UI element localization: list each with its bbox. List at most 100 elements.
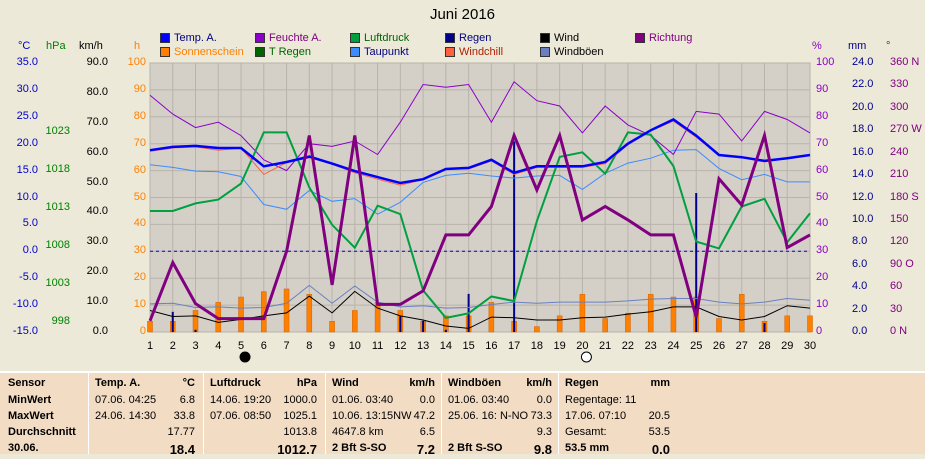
press-tick-label: 1018 <box>45 162 70 175</box>
temp-tick-label: 15.0 <box>16 163 38 176</box>
temp-tick-label: 5.0 <box>22 217 38 230</box>
legend-label: Luftdruck <box>364 32 410 44</box>
x-tick-label: 1 <box>147 340 153 352</box>
legend-label: Sonnenschein <box>174 46 244 58</box>
sunshine-bar <box>784 315 790 333</box>
legend-label: Regen <box>459 32 492 44</box>
sun-tick-label: 40 <box>133 217 146 230</box>
wind-tick-label: 40.0 <box>86 205 108 218</box>
sunshine-bar <box>602 318 608 333</box>
hum-tick-label: 90 <box>816 82 829 95</box>
x-tick-label: 28 <box>758 340 770 352</box>
temp-tick-label: 20.0 <box>16 136 38 149</box>
x-tick-label: 26 <box>713 340 725 352</box>
wind-row-label: 2 Bft S-SO <box>332 442 387 454</box>
wind-tick-label: 30.0 <box>86 235 108 248</box>
legend-label: Wind <box>554 32 580 44</box>
sunshine-bar <box>192 310 199 333</box>
temp-header: Temp. A. <box>95 377 141 389</box>
sunshine-bar <box>670 296 677 333</box>
x-tick-label: 25 <box>690 340 702 352</box>
sun-tick-label: 60 <box>133 163 146 176</box>
wind-tick-label: 90.0 <box>86 56 108 68</box>
legend-item: Regen <box>445 32 491 44</box>
dir-tick-label: 90 O <box>890 257 914 270</box>
x-tick-label: 4 <box>215 340 221 352</box>
temp-tick-label: 30.0 <box>16 82 38 95</box>
wind-row-label: 01.06. 03:40 <box>332 394 394 406</box>
new-moon-icon <box>239 351 251 363</box>
sunshine-bar <box>147 320 153 333</box>
gust-row-value: 9.3 <box>536 426 552 438</box>
wind-tick-label: 70.0 <box>86 115 108 128</box>
stats-temp: Temp. A. °C 07.06. 04:25 6.8 24.06. 14:30 33.… <box>88 373 203 457</box>
full-moon-icon <box>580 351 592 363</box>
legend-item: Luftdruck <box>350 32 409 44</box>
x-tick-label: 6 <box>261 340 267 352</box>
temp-tick-label: 25.0 <box>16 109 38 122</box>
x-tick-label: 19 <box>554 340 566 352</box>
rain-tick-label: 14.0 <box>852 168 874 181</box>
sunshine-bar <box>738 294 745 333</box>
temp-axis-unit: °C <box>18 40 31 52</box>
dir-axis-unit: ° <box>886 40 891 52</box>
press-tick-label: 1003 <box>45 277 70 290</box>
stats-press: Luftdruck hPa 14.06. 19:20 1000.0 07.06. 08:… <box>203 373 325 457</box>
x-tick-label: 22 <box>622 340 634 352</box>
chart-area: Juni 2016 Temp. A. Feuchte A. Luftdruck Reg… <box>12 6 922 363</box>
press-row-value: 1000.0 <box>283 394 317 406</box>
temp-tick-label: -5.0 <box>19 271 38 284</box>
dir-tick-label: 120 <box>890 235 909 248</box>
legend-item: Feuchte A. <box>255 32 322 44</box>
x-tick-label: 17 <box>508 340 520 352</box>
wind-row-label: 10.06. 13:15NW <box>332 410 412 422</box>
wind-tick-label: 80.0 <box>86 85 108 98</box>
hum-tick-label: 100 <box>816 56 835 68</box>
legend-swatch <box>445 47 455 57</box>
rain-tick-label: 10.0 <box>852 212 874 225</box>
gust-row-label: 25.06. 16: N-NO <box>448 410 529 422</box>
dir-tick-label: 0 N <box>890 325 908 337</box>
rain-tick-label: 24.0 <box>852 56 874 68</box>
temperature-line <box>149 118 811 185</box>
legend-label: Richtung <box>649 32 693 44</box>
rain-bar <box>695 193 698 332</box>
wind-row-value: 7.2 <box>416 442 435 457</box>
sun-tick-label: 30 <box>133 244 146 257</box>
wind-row-label: 4647.8 km <box>332 426 384 438</box>
sun-tick-label: 20 <box>133 271 146 284</box>
legend-swatch <box>540 47 550 57</box>
wind-row-value: 0.0 <box>419 394 435 406</box>
wind-tick-label: 50.0 <box>86 175 108 188</box>
rain-bar <box>399 316 402 332</box>
temp-tick-label: 35.0 <box>16 56 38 68</box>
press-row-label: 14.06. 19:20 <box>210 394 272 406</box>
hum-tick-label: 50 <box>816 190 829 203</box>
x-tick-label: 13 <box>417 340 429 352</box>
rain-axis-unit: mm <box>848 40 867 52</box>
gust-row-label: 01.06. 03:40 <box>448 394 510 406</box>
press-axis-unit: hPa <box>46 40 66 52</box>
hum-tick-label: 0 <box>816 325 823 337</box>
x-tick-label: 23 <box>645 340 657 352</box>
press-row-value: 1012.7 <box>277 442 317 457</box>
sunshine-bar <box>352 310 358 333</box>
rain-row-value: 0.0 <box>651 442 670 457</box>
temp-row-value: 6.8 <box>179 394 195 406</box>
sunshine-bar <box>625 312 631 333</box>
dir-tick-label: 300 <box>890 100 909 113</box>
x-tick-label: 18 <box>531 340 543 352</box>
sun-tick-label: 100 <box>127 56 146 68</box>
sun-tick-label: 10 <box>133 298 146 311</box>
x-tick-label: 21 <box>599 340 611 352</box>
dir-tick-label: 150 <box>890 212 909 225</box>
legend-item: Wind <box>540 32 579 44</box>
x-tick-label: 3 <box>192 340 198 352</box>
gust-row-value: 0.0 <box>536 394 552 406</box>
sunshine-bar <box>329 320 335 333</box>
press-tick-label: 998 <box>51 315 70 328</box>
rain-row-value: 20.5 <box>648 410 670 422</box>
temp-tick-label: -15.0 <box>12 325 38 337</box>
stats-wind: Wind km/h 01.06. 03:40 0.0 10.06. 13:15NW 47.… <box>325 373 441 457</box>
press-tick-label: 1008 <box>45 239 70 252</box>
